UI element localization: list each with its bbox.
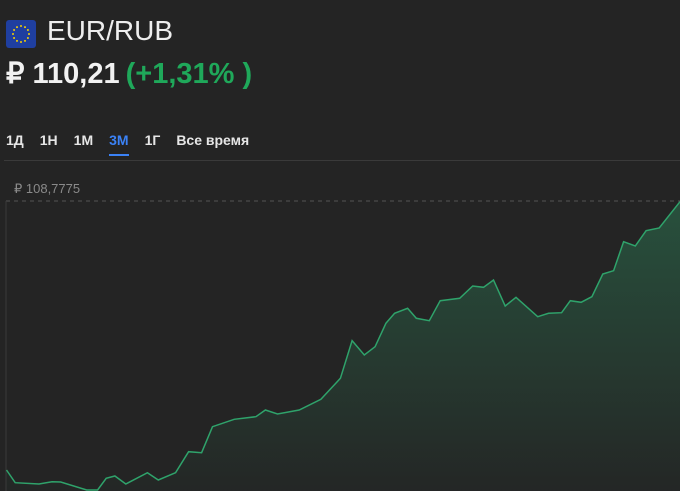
pair-title: EUR/RUB [47, 15, 174, 46]
tab-3m[interactable]: 3М [109, 132, 129, 156]
price-change: (+1,31% ) [125, 58, 253, 90]
eu-stars-icon [12, 25, 30, 43]
tab-1y[interactable]: 1Г [144, 132, 161, 148]
chart-line [5, 201, 680, 491]
chart-area [6, 201, 680, 491]
tab-1w[interactable]: 1Н [39, 132, 58, 148]
period-tabs: 1Д 1Н 1М 3М 1Г Все время [6, 132, 265, 156]
tabs-divider [4, 160, 680, 161]
current-price: ₽ 110,21 [6, 58, 120, 90]
tab-all-time[interactable]: Все время [176, 132, 250, 148]
tab-1d[interactable]: 1Д [6, 132, 24, 148]
max-price-label: ₽ 108,7775 [14, 181, 81, 196]
tab-1m[interactable]: 1М [73, 132, 94, 148]
eu-flag-icon [6, 20, 36, 48]
price-row: ₽ 110,21 (+1,31% ) [6, 56, 252, 91]
